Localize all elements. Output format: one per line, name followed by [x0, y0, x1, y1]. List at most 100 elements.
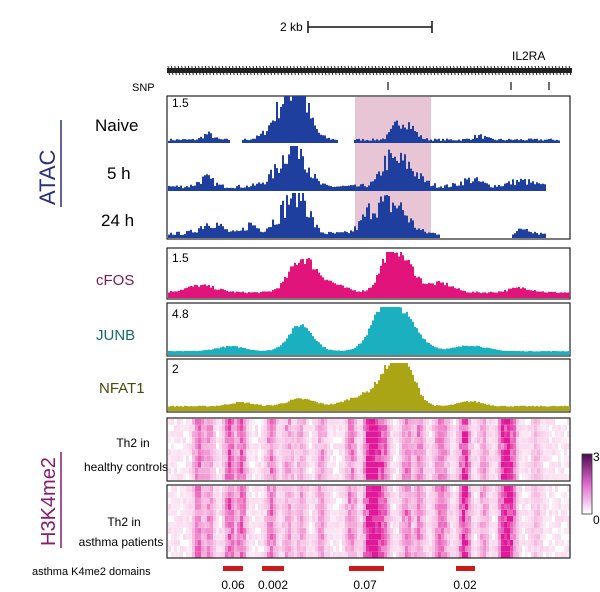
heatmap-cell	[390, 431, 393, 438]
heatmap-cell	[411, 492, 414, 498]
heatmap-cell	[306, 443, 309, 450]
heatmap-cell	[399, 443, 402, 450]
signal-bar	[206, 349, 208, 355]
heatmap-cell	[375, 455, 378, 462]
heatmap-cell	[378, 449, 381, 456]
heatmap-cell	[342, 546, 345, 552]
heatmap-cell	[495, 455, 498, 462]
heatmap-cell	[390, 443, 393, 450]
heatmap-cell	[210, 419, 213, 426]
heatmap-cell	[300, 449, 303, 456]
heatmap-cell	[468, 498, 471, 504]
heatmap-cell	[252, 449, 255, 456]
signal-bar	[394, 205, 396, 238]
signal-bar	[368, 140, 370, 143]
heatmap-cell	[564, 455, 567, 462]
heatmap-cell	[498, 540, 501, 546]
heatmap-cell	[285, 552, 288, 558]
heatmap-cell	[201, 540, 204, 546]
heatmap-cell	[243, 492, 246, 498]
heatmap-cell	[327, 425, 330, 432]
heatmap-cell	[558, 461, 561, 468]
heatmap-cell	[225, 449, 228, 456]
heatmap-cell	[210, 461, 213, 468]
heatmap-cell	[534, 546, 537, 552]
signal-bar	[408, 316, 410, 355]
signal-bar	[546, 139, 548, 143]
heatmap-cell	[393, 492, 396, 498]
heatmap-cell	[327, 522, 330, 528]
heatmap-cell	[384, 461, 387, 468]
heatmap-cell	[198, 449, 201, 456]
signal-bar	[544, 406, 546, 411]
heatmap-cell	[297, 552, 300, 558]
heatmap-cell	[183, 534, 186, 540]
signal-bar	[390, 252, 392, 298]
heatmap-cell	[534, 504, 537, 510]
domains-title: asthma K4me2 domains	[32, 566, 151, 578]
heatmap-cell	[315, 504, 318, 510]
signal-bar	[460, 181, 462, 191]
signal-bar	[192, 138, 194, 143]
heatmap-cell	[315, 552, 318, 558]
signal-bar	[356, 230, 358, 238]
heatmap-cell	[420, 510, 423, 516]
heatmap-cell	[369, 461, 372, 468]
heatmap-cell	[561, 492, 564, 498]
heatmap-cell	[516, 449, 519, 456]
heatmap-cell	[477, 455, 480, 462]
heatmap-cell	[495, 492, 498, 498]
signal-bar	[240, 230, 242, 238]
heatmap-cell	[399, 449, 402, 456]
heatmap-cell	[552, 522, 555, 528]
signal-bar	[390, 307, 392, 355]
heatmap-cell	[420, 467, 423, 474]
heatmap-cell	[549, 540, 552, 546]
signal-bar	[366, 187, 368, 191]
signal-bar	[242, 291, 244, 298]
heatmap-cell	[357, 461, 360, 468]
heatmap-cell	[231, 546, 234, 552]
heatmap-cell	[342, 419, 345, 426]
signal-bar	[212, 138, 214, 143]
heatmap-cell	[246, 467, 249, 474]
heatmap-cell	[456, 455, 459, 462]
heatmap-cell	[345, 522, 348, 528]
heatmap-cell	[390, 492, 393, 498]
signal-bar	[206, 285, 208, 298]
heatmap-cell	[252, 419, 255, 426]
heatmap-cell	[453, 492, 456, 498]
signal-bar	[416, 328, 418, 355]
signal-bar	[466, 292, 468, 298]
heatmap-cell	[561, 467, 564, 474]
scale-value-naive: 1.5	[172, 96, 189, 110]
heatmap-cell	[282, 522, 285, 528]
heatmap-cell	[246, 449, 249, 456]
signal-bar	[426, 138, 428, 143]
signal-bar	[204, 284, 206, 298]
signal-bar	[424, 399, 426, 411]
heatmap-cell	[531, 516, 534, 522]
heatmap-cell	[477, 486, 480, 492]
heatmap-cell	[279, 443, 282, 450]
heatmap-cell	[231, 492, 234, 498]
heatmap-cell	[192, 431, 195, 438]
signal-bar	[474, 292, 476, 298]
heatmap-cell	[402, 522, 405, 528]
heatmap-cell	[228, 473, 231, 480]
heatmap-cell	[525, 443, 528, 450]
heatmap-cell	[384, 510, 387, 516]
heatmap-cell	[504, 546, 507, 552]
heatmap-cell	[480, 431, 483, 438]
heatmap-cell	[450, 431, 453, 438]
heatmap-cell	[303, 552, 306, 558]
heatmap-cell	[267, 546, 270, 552]
signal-bar	[224, 347, 226, 355]
heatmap-cell	[237, 528, 240, 534]
heatmap-cell	[375, 528, 378, 534]
heatmap-cell	[504, 467, 507, 474]
heatmap-cell	[336, 552, 339, 558]
heatmap-cell	[348, 528, 351, 534]
heatmap-cell	[543, 437, 546, 444]
signal-bar	[324, 233, 326, 238]
